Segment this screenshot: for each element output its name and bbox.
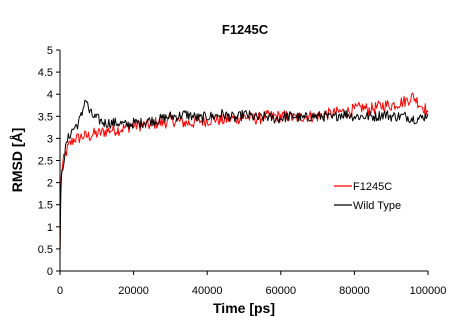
y-tick-label: 3.5 <box>38 111 53 123</box>
y-tick-label: 5 <box>47 45 53 57</box>
x-tick-label: 0 <box>57 285 63 297</box>
legend-label: F1245C <box>353 181 392 193</box>
x-axis-label: Time [ps] <box>213 300 275 316</box>
y-tick-label: 0.5 <box>38 244 53 256</box>
plot-area <box>59 92 429 258</box>
x-tick-label: 60000 <box>266 285 297 297</box>
y-tick-label: 1 <box>47 222 53 234</box>
y-tick-label: 0 <box>47 266 53 278</box>
y-axis-label: RMSD [Å] <box>9 128 25 193</box>
x-tick-label: 20000 <box>118 285 149 297</box>
x-tick-label: 100000 <box>410 285 447 297</box>
y-tick-label: 1.5 <box>38 200 53 212</box>
y-tick-label: 4.5 <box>38 67 53 79</box>
legend-label: Wild Type <box>353 200 401 212</box>
y-tick-label: 4 <box>47 89 53 101</box>
y-tick-label: 2.5 <box>38 156 53 168</box>
x-tick-label: 40000 <box>192 285 223 297</box>
series-line-wild-type <box>59 99 429 258</box>
legend: F1245C Wild Type <box>334 181 401 212</box>
y-tick-label: 3 <box>47 133 53 145</box>
y-axis: 0 0.5 1 1.5 2 2.5 3 3.5 4 4.5 5 <box>38 45 61 278</box>
y-tick-label: 2 <box>47 178 53 190</box>
chart-title: F1245C <box>222 22 269 37</box>
x-tick-label: 80000 <box>339 285 370 297</box>
x-axis: 0 20000 40000 60000 80000 100000 <box>57 270 447 297</box>
